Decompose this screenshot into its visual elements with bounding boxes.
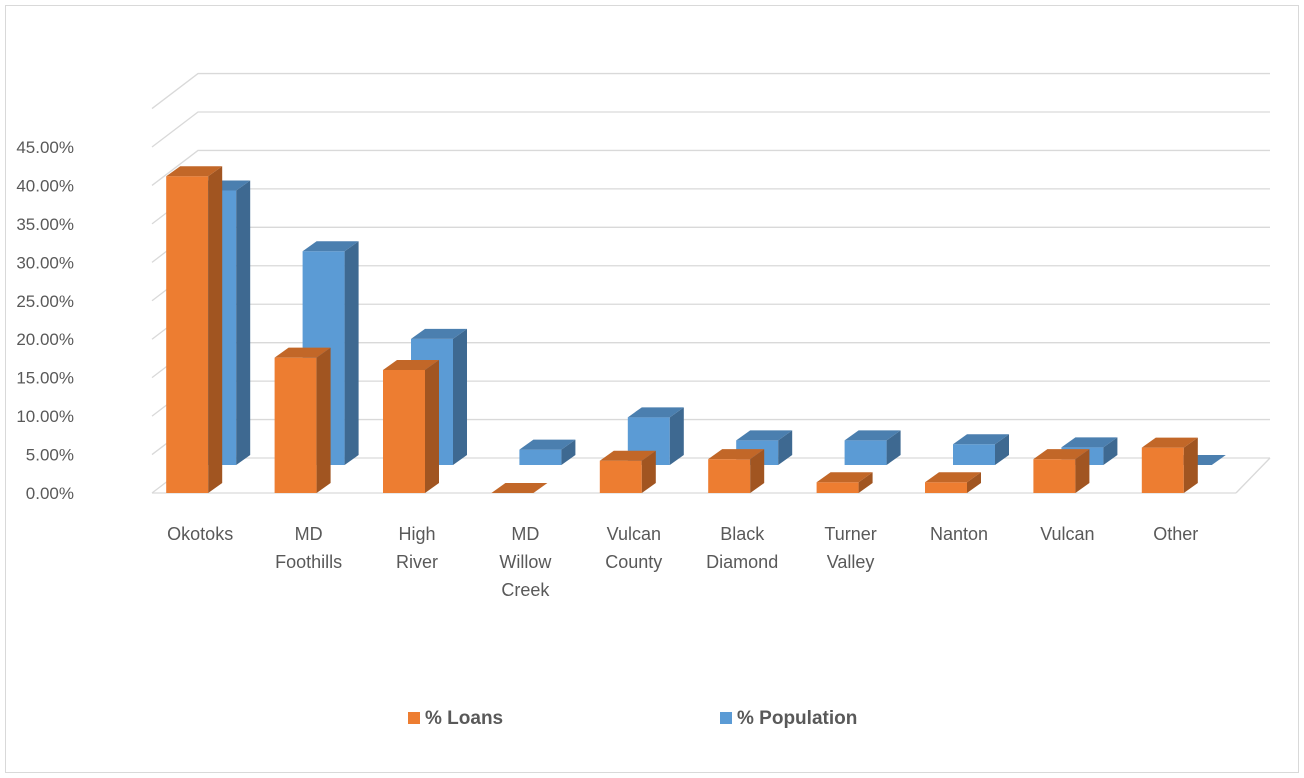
floor-right-edge <box>1236 458 1270 493</box>
bar-loans <box>925 472 981 493</box>
bar-population <box>519 440 575 465</box>
y-tick-label: 10.00% <box>16 407 74 426</box>
gridline <box>152 112 1270 147</box>
bar-loans <box>817 472 873 493</box>
bar-loans <box>166 166 222 493</box>
bar-population <box>953 434 1009 465</box>
bar-loans <box>1142 438 1198 493</box>
legend-swatch <box>720 712 732 724</box>
x-category-label: High River <box>396 524 438 572</box>
gridline <box>152 150 1270 185</box>
y-tick-label: 45.00% <box>16 138 74 157</box>
y-tick-label: 25.00% <box>16 292 74 311</box>
bar-loans <box>1033 449 1089 493</box>
y-tick-label: 0.00% <box>26 484 74 503</box>
bar-loans <box>491 483 547 493</box>
x-category-label: Turner Valley <box>824 524 876 572</box>
bar-loans <box>600 451 656 493</box>
gridline <box>152 74 1270 109</box>
y-tick-label: 40.00% <box>16 176 74 195</box>
legend: % Loans % Population <box>408 708 857 729</box>
y-tick-label: 35.00% <box>16 215 74 234</box>
y-tick-label: 15.00% <box>16 369 74 388</box>
x-category-label: Nanton <box>930 524 988 544</box>
legend-swatch <box>408 712 420 724</box>
x-category-label: Black Diamond <box>706 524 778 572</box>
y-tick-label: 20.00% <box>16 330 74 349</box>
y-tick-label: 5.00% <box>26 446 74 465</box>
gridline <box>152 189 1270 224</box>
bars <box>166 166 1226 493</box>
x-category-label: Okotoks <box>167 524 233 544</box>
legend-label: % Loans <box>425 708 503 729</box>
x-category-label: MD Willow Creek <box>499 524 552 600</box>
bar-loans <box>708 449 764 493</box>
x-category-label: MD Foothills <box>275 524 342 572</box>
x-category-label: Vulcan <box>1040 524 1094 544</box>
bar-loans <box>275 348 331 493</box>
x-category-label: Other <box>1153 524 1198 544</box>
bar-population <box>845 430 901 465</box>
bar-loans <box>383 360 439 493</box>
legend-label: % Population <box>737 708 857 729</box>
x-category-label: Vulcan County <box>605 524 662 572</box>
x-axis: Okotoks MD Foothills High River MD Willow Creek… <box>167 524 1198 600</box>
y-tick-label: 30.00% <box>16 253 74 272</box>
y-axis: 0.00% 5.00% 10.00% 15.00% 20.00% 25.00% 30.00%… <box>16 138 74 503</box>
